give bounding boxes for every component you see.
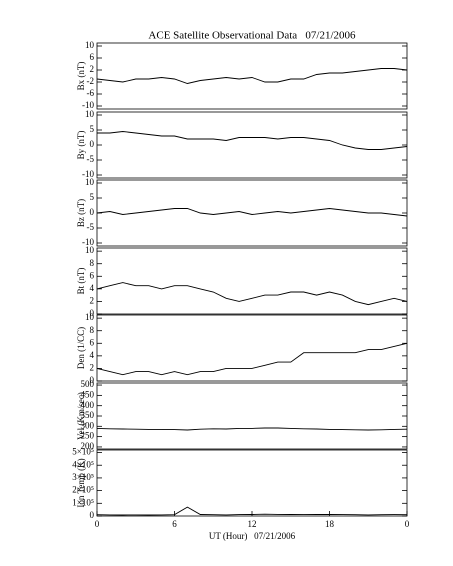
data-line [96,282,408,306]
panel-frame [96,42,408,110]
y-tick-label: 4 [90,350,95,360]
y-tick-label: 0 [90,375,95,385]
y-tick-label: 3×10⁵ [72,472,94,482]
panel-frame [96,179,408,247]
y-axis-label: Ion Temp (K) [76,458,86,507]
y-tick-label: 10 [85,109,95,119]
panel-frame [96,111,408,179]
y-tick-label: 6 [90,52,95,62]
y-tick-label: 4 [90,283,95,293]
y-tick-label: 400 [81,400,95,410]
data-line [96,427,408,431]
y-tick-label: -10 [82,169,94,179]
y-tick-label: 1×10⁵ [72,497,94,507]
y-axis-label: Den (1/CC) [76,327,86,369]
data-line [96,342,408,376]
y-tick-label: 0 [90,139,95,149]
y-tick-label: 5×10⁵ [72,447,94,457]
x-tick-label: 0 [95,519,100,529]
data-line [97,131,408,150]
y-tick-label: -5 [87,222,95,232]
y-tick-label: 10 [85,177,95,187]
x-tick-label: 12 [248,519,257,529]
y-tick-label: -2 [87,76,95,86]
y-axis-label: Bt (nT) [76,268,86,295]
x-tick-label: 0 [405,519,410,529]
y-tick-label: 2 [90,64,95,74]
y-tick-label: 5 [90,124,95,134]
y-axis-label: By (nT) [76,131,86,160]
y-tick-label: 450 [81,389,95,399]
y-tick-label: 250 [81,431,95,441]
x-tick-label: 18 [325,519,335,529]
y-tick-label: 300 [81,420,95,430]
panel-frame [96,382,408,450]
y-tick-label: 2 [90,295,95,305]
y-tick-label: 6 [90,337,95,347]
data-line [96,68,408,84]
y-axis-label: Bz (nT) [76,199,86,227]
y-tick-label: 0 [90,207,95,217]
panel-frame [96,247,408,315]
y-tick-label: 2 [90,362,95,372]
x-tick-label: 6 [172,519,177,529]
x-axis-label: UT (Hour) 07/21/2006 [209,531,296,541]
y-tick-label: 8 [90,258,95,268]
panel-frame [96,449,408,517]
y-tick-label: 2×10⁵ [72,485,94,495]
y-tick-label: 5 [90,192,95,202]
y-axis-label: Vel (Km/sec) [76,392,86,440]
y-tick-label: 6 [90,270,95,280]
y-tick-label: 10 [85,312,95,322]
y-tick-label: -10 [82,237,94,247]
data-line [96,506,408,516]
y-axis-label: Bx (nT) [76,62,86,91]
y-tick-label: 4×10⁵ [72,459,94,469]
y-tick-label: -6 [87,88,95,98]
y-tick-label: -5 [87,154,95,164]
y-tick-label: 200 [81,441,95,451]
panel-frame [96,314,408,382]
y-tick-label: -10 [82,100,94,110]
y-tick-label: 10 [85,40,95,50]
y-tick-label: 0 [90,308,95,318]
y-tick-label: 500 [81,379,95,389]
chart-title: ACE Satellite Observational Data 07/21/2… [148,30,356,42]
y-tick-label: 10 [85,245,95,255]
data-line [96,208,408,217]
y-tick-label: 350 [81,410,95,420]
y-tick-label: 8 [90,325,95,335]
y-tick-label: 0 [90,510,95,520]
